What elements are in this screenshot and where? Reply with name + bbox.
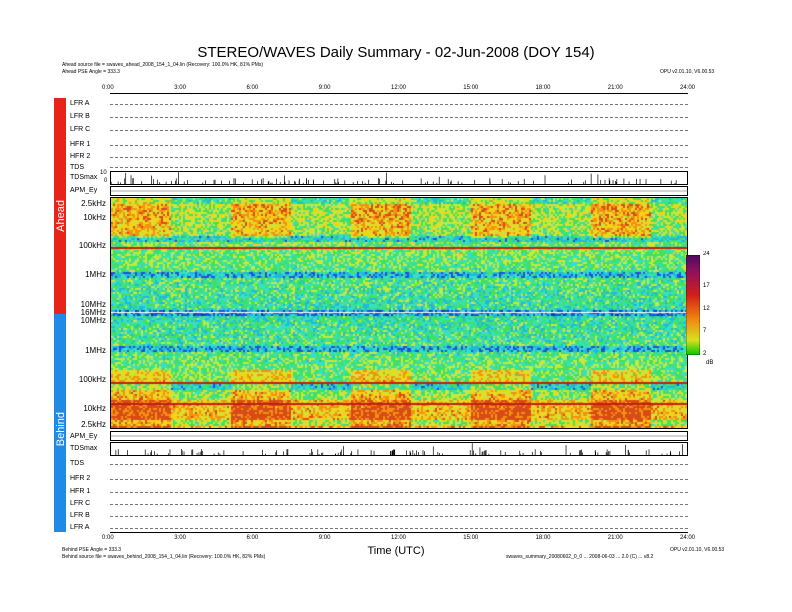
row-label-behind-hfr-1: HFR 1 <box>70 488 91 495</box>
status-row-behind-hfr-2 <box>110 479 688 480</box>
ahead-apm-plot <box>110 186 688 196</box>
ahead-freq-tick-label: 10kHz <box>83 213 106 222</box>
behind-freq-tick-label: 10kHz <box>83 404 106 413</box>
behind-source-file: Behind source file = swaves_behind_2008_… <box>62 554 266 560</box>
bottom-time-tick-label: 12:00 <box>391 535 407 541</box>
bottom-time-tick-label: 24:00 <box>680 535 696 541</box>
colorbar-tick-label: 12 <box>703 305 710 312</box>
status-row-behind-lfr-c <box>110 504 688 505</box>
chart-title: STEREO/WAVES Daily Summary - 02-Jun-2008… <box>197 44 595 61</box>
version-note-top: OPU v2.01.10, V6.00.53 <box>660 69 715 75</box>
row-label-ahead-lfr-c: LFR C <box>70 126 91 133</box>
ahead-freq-tick-label: 10MHz <box>80 300 106 309</box>
bottom-time-tick-label: 9:00 <box>318 535 331 541</box>
ahead-freq-tick-label: 2.5kHz <box>81 199 106 208</box>
bottom-time-tick-label: 3:00 <box>174 535 186 541</box>
behind-tds-spikes <box>115 443 683 455</box>
status-row-ahead-lfr-b <box>110 117 688 118</box>
status-row-ahead-hfr-2 <box>110 157 688 158</box>
colorbar <box>686 255 700 355</box>
row-label-behind-apm: APM_Ey <box>70 433 98 440</box>
top-time-axis <box>110 93 688 94</box>
status-row-ahead-tds <box>110 167 688 168</box>
ahead-freq-tick-label: 100kHz <box>78 241 106 250</box>
ahead-tds-tick-bottom: 0 <box>104 178 108 184</box>
ahead-tds-tick-top: 10 <box>100 170 107 176</box>
status-row-ahead-lfr-a <box>110 104 688 105</box>
status-row-ahead-lfr-c <box>110 130 688 131</box>
behind-label: Behind <box>55 412 67 447</box>
bottom-time-tick-label: 0:00 <box>102 535 114 541</box>
behind-freq-tick-label: 2.5kHz <box>81 420 106 429</box>
top-time-tick-label: 15:00 <box>463 85 479 91</box>
behind-apm-plot <box>110 431 688 441</box>
colorbar-tick-label: 7 <box>703 328 707 335</box>
row-label-behind-lfr-a: LFR A <box>70 524 90 531</box>
row-label-behind-lfr-c: LFR C <box>70 500 91 507</box>
top-time-tick-label: 12:00 <box>391 85 407 91</box>
row-label-behind-tdsmax: TDSmax <box>70 445 98 452</box>
row-label-ahead-lfr-a: LFR A <box>70 100 90 107</box>
status-row-behind-hfr-1 <box>110 492 688 493</box>
top-time-tick-label: 6:00 <box>246 85 259 91</box>
ahead-source-file: Ahead source file = swaves_ahead_2008_15… <box>62 62 264 68</box>
row-label-behind-lfr-b: LFR B <box>70 512 90 519</box>
ahead-bar <box>54 98 66 314</box>
bottom-time-tick-label: 21:00 <box>607 535 623 541</box>
row-label-ahead-hfr-1: HFR 1 <box>70 141 91 148</box>
version-note-bottom: OPU v2.01.10, V6.00.53 <box>670 547 725 553</box>
bottom-time-tick-label: 18:00 <box>535 535 551 541</box>
status-row-behind-lfr-a <box>110 528 688 529</box>
colorbar-tick-label: 24 <box>703 251 710 257</box>
row-label-ahead-tds: TDS <box>70 164 84 171</box>
ahead-freq-tick-label: 16MHz <box>80 308 106 317</box>
behind-freq-tick-label: 10MHz <box>80 316 106 325</box>
colorbar-unit: dB <box>706 360 714 366</box>
bottom-time-tick-label: 15:00 <box>463 535 479 541</box>
row-label-ahead-hfr-2: HFR 2 <box>70 153 91 160</box>
behind-pse-angle: Behind PSE Angle = 333.3 <box>62 547 122 553</box>
ahead-pse-angle: Ahead PSE Angle = 333.3 <box>62 69 120 75</box>
behind-freq-tick-label: 1MHz <box>85 346 106 355</box>
top-time-tick-label: 24:00 <box>680 85 696 91</box>
bottom-time-tick-label: 6:00 <box>246 535 259 541</box>
x-axis-label: Time (UTC) <box>367 545 425 557</box>
row-label-behind-tds: TDS <box>70 460 84 467</box>
dynamic-spectrum <box>111 198 687 428</box>
status-row-behind-tds <box>110 464 688 465</box>
top-time-tick-label: 0:00 <box>102 85 114 91</box>
top-time-tick-label: 3:00 <box>174 85 186 91</box>
behind-freq-tick-label: 100kHz <box>78 375 106 384</box>
top-time-tick-label: 18:00 <box>535 85 551 91</box>
row-label-ahead-lfr-b: LFR B <box>70 113 90 120</box>
row-label-behind-hfr-2: HFR 2 <box>70 475 91 482</box>
colorbar-tick-label: 2 <box>703 351 707 357</box>
top-time-tick-label: 9:00 <box>318 85 331 91</box>
ahead-tdsmax-plot <box>110 171 688 185</box>
behind-tdsmax-plot <box>110 442 688 456</box>
status-row-ahead-hfr-1 <box>110 145 688 146</box>
status-row-behind-lfr-b <box>110 516 688 517</box>
processing-note: swaves_summary_20080602_0_0 ... 2008-06-… <box>506 554 654 560</box>
colorbar-tick-label: 17 <box>703 282 710 289</box>
row-label-ahead-apm: APM_Ey <box>70 187 98 194</box>
ahead-freq-tick-label: 1MHz <box>85 270 106 279</box>
ahead-tds-spikes <box>110 172 677 184</box>
row-label-ahead-tdsmax: TDSmax <box>70 174 98 181</box>
behind-bar <box>54 314 66 532</box>
spectrogram-frame <box>110 197 688 429</box>
top-time-tick-label: 21:00 <box>607 85 623 91</box>
bottom-time-axis <box>110 532 688 533</box>
